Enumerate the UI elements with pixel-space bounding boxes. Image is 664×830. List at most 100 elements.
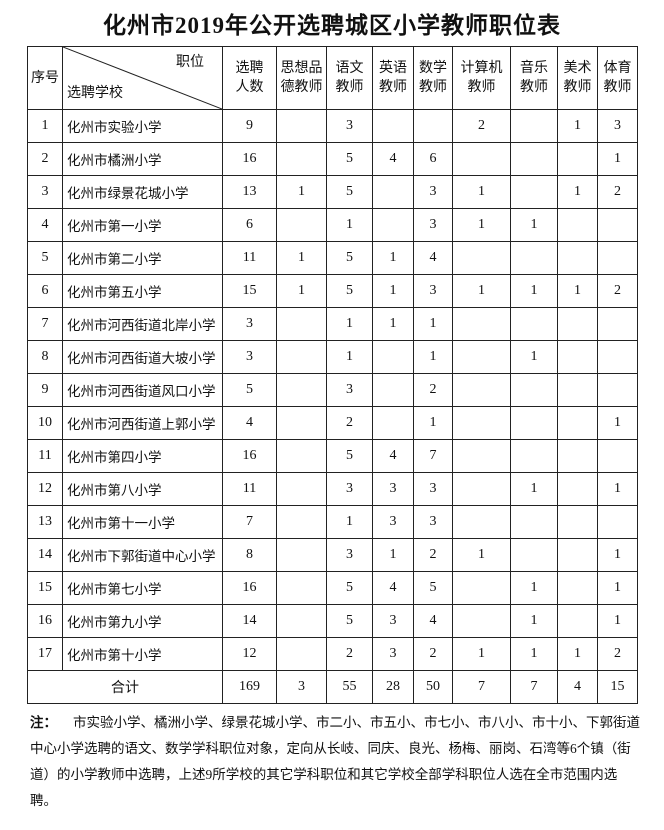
cell-value: 1 <box>413 406 453 440</box>
table-row: 9 化州市河西街道风口小学 5 3 2 <box>27 373 638 407</box>
cell-value: 1 <box>510 571 558 605</box>
cell-value <box>372 109 414 143</box>
cell-value: 2 <box>413 538 453 572</box>
row-index: 17 <box>27 637 63 671</box>
cell-value: 5 <box>326 604 373 638</box>
row-index: 7 <box>27 307 63 341</box>
cell-value: 1 <box>452 208 511 242</box>
cell-value <box>413 109 453 143</box>
cell-value: 1 <box>372 274 414 308</box>
note: 注： 市实验小学、橘洲小学、绿景花城小学、市二小、市五小、市七小、市八小、市十小、… <box>30 710 640 814</box>
header-corner: 职位 选聘学校 <box>62 46 223 110</box>
total-value: 50 <box>413 670 453 704</box>
cell-value <box>510 307 558 341</box>
table-row: 16 化州市第九小学 14 5 3 4 1 1 <box>27 604 638 638</box>
cell-value: 12 <box>222 637 277 671</box>
cell-value: 1 <box>413 340 453 374</box>
cell-value <box>276 109 327 143</box>
row-index: 11 <box>27 439 63 473</box>
cell-value: 3 <box>222 340 277 374</box>
table-row: 5 化州市第二小学 11 1 5 1 4 <box>27 241 638 275</box>
header-column-text: 思想品德教师 <box>280 61 323 95</box>
cell-value <box>452 505 511 539</box>
cell-value <box>557 241 598 275</box>
cell-value: 7 <box>222 505 277 539</box>
school-name: 化州市第十一小学 <box>62 505 223 539</box>
table-row: 6 化州市第五小学 15 1 5 1 3 1 1 1 2 <box>27 274 638 308</box>
cell-value <box>276 373 327 407</box>
cell-value: 5 <box>326 571 373 605</box>
school-name: 化州市第七小学 <box>62 571 223 605</box>
school-name: 化州市河西街道上郭小学 <box>62 406 223 440</box>
school-name: 化州市第八小学 <box>62 472 223 506</box>
header-column-text: 音乐教师 <box>520 61 548 95</box>
total-value: 15 <box>597 670 638 704</box>
cell-value: 3 <box>372 604 414 638</box>
cell-value: 4 <box>372 142 414 176</box>
row-index: 6 <box>27 274 63 308</box>
table-row: 2 化州市橘洲小学 16 5 4 6 1 <box>27 142 638 176</box>
header-index: 序号 <box>27 46 63 110</box>
header-column: 数学教师 <box>413 46 453 110</box>
cell-value <box>276 637 327 671</box>
row-index: 5 <box>27 241 63 275</box>
cell-value <box>372 340 414 374</box>
header-position: 职位 <box>176 55 204 70</box>
cell-value <box>452 142 511 176</box>
cell-value <box>510 109 558 143</box>
table-row: 11 化州市第四小学 16 5 4 7 <box>27 439 638 473</box>
table-row: 7 化州市河西街道北岸小学 3 1 1 1 <box>27 307 638 341</box>
cell-value: 16 <box>222 142 277 176</box>
cell-value <box>452 307 511 341</box>
row-index: 10 <box>27 406 63 440</box>
row-index: 12 <box>27 472 63 506</box>
cell-value: 2 <box>597 175 638 209</box>
school-name: 化州市河西街道北岸小学 <box>62 307 223 341</box>
school-name: 化州市第十小学 <box>62 637 223 671</box>
cell-value: 1 <box>510 637 558 671</box>
header-column: 思想品德教师 <box>276 46 327 110</box>
cell-value <box>597 439 638 473</box>
cell-value <box>557 439 598 473</box>
cell-value: 1 <box>557 637 598 671</box>
cell-value: 1 <box>557 274 598 308</box>
total-value: 7 <box>452 670 511 704</box>
header-column-text: 语文教师 <box>335 61 364 95</box>
header-column-text: 美术教师 <box>563 61 592 95</box>
cell-value <box>557 571 598 605</box>
cell-value <box>510 439 558 473</box>
total-value: 3 <box>276 670 327 704</box>
total-label: 合计 <box>27 670 223 704</box>
header-column-text: 计算机教师 <box>460 61 503 95</box>
cell-value: 5 <box>326 175 373 209</box>
cell-value: 5 <box>413 571 453 605</box>
row-index: 9 <box>27 373 63 407</box>
cell-value <box>372 175 414 209</box>
note-label: 注： <box>30 715 57 730</box>
cell-value: 1 <box>372 241 414 275</box>
header-column: 选聘人数 <box>222 46 277 110</box>
cell-value: 2 <box>326 637 373 671</box>
cell-value <box>276 307 327 341</box>
cell-value <box>452 340 511 374</box>
header-row: 序号 职位 选聘学校 选聘人数 思想品德教师 语文教师 英语教师 数学教师 计算机教师 音乐… <box>27 46 638 110</box>
cell-value <box>276 208 327 242</box>
cell-value: 2 <box>452 109 511 143</box>
row-index: 1 <box>27 109 63 143</box>
cell-value: 1 <box>557 175 598 209</box>
cell-value: 5 <box>222 373 277 407</box>
cell-value: 1 <box>452 175 511 209</box>
cell-value: 3 <box>597 109 638 143</box>
cell-value: 3 <box>413 274 453 308</box>
cell-value: 1 <box>510 604 558 638</box>
header-column-text: 数学教师 <box>419 61 447 95</box>
table-row: 3 化州市绿景花城小学 13 1 5 3 1 1 2 <box>27 175 638 209</box>
school-name: 化州市河西街道风口小学 <box>62 373 223 407</box>
cell-value: 15 <box>222 274 277 308</box>
cell-value <box>557 538 598 572</box>
row-index: 13 <box>27 505 63 539</box>
cell-value: 13 <box>222 175 277 209</box>
cell-value <box>452 373 511 407</box>
note-text: 市实验小学、橘洲小学、绿景花城小学、市二小、市五小、市七小、市八小、市十小、下郭… <box>30 715 640 808</box>
cell-value: 1 <box>597 538 638 572</box>
